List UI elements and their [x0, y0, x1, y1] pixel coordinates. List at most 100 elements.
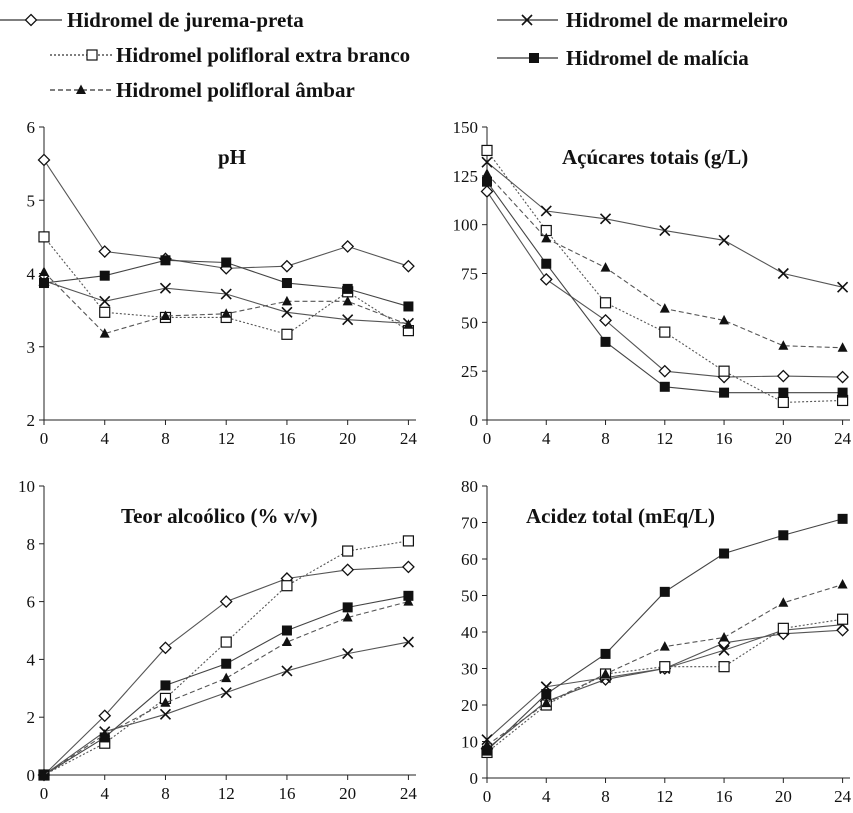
data-point-filled-triangle-marker: [541, 232, 552, 243]
series: [480, 185, 850, 384]
data-point-x-marker: [99, 295, 111, 307]
data-point-filled-triangle-marker: [837, 342, 848, 352]
x-tick-label: 16: [278, 784, 295, 803]
data-point-x-marker: [220, 288, 232, 300]
series: [39, 596, 414, 779]
data-point-filled-square-marker: [719, 548, 730, 559]
y-tick-label: 25: [461, 362, 478, 381]
x-tick-label: 4: [542, 787, 551, 806]
data-point-filled-square-marker: [837, 513, 848, 524]
y-tick-label: 2: [27, 411, 36, 430]
x-tick-label: 8: [161, 784, 170, 803]
data-point-open-square-marker: [718, 661, 730, 673]
y-tick-label: 8: [27, 535, 36, 554]
data-point-open-square-marker: [659, 326, 671, 338]
series: [37, 560, 415, 782]
x-tick-label: 24: [400, 429, 418, 448]
series: [481, 613, 849, 759]
data-point-open-square-marker: [99, 306, 111, 318]
series: [482, 176, 848, 398]
chart-title: pH: [218, 145, 246, 169]
data-point-filled-square-marker: [342, 602, 353, 613]
x-tick-label: 8: [161, 429, 170, 448]
data-point-diamond-marker: [836, 623, 850, 637]
data-point-open-square-marker: [718, 365, 730, 377]
data-point-diamond-marker: [280, 259, 294, 273]
x-tick-label: 0: [483, 429, 492, 448]
data-point-diamond-marker: [219, 595, 233, 609]
x-tick-label: 20: [339, 784, 356, 803]
legend-label: Hidromel de malícia: [566, 46, 749, 70]
data-point-filled-triangle-marker: [541, 697, 552, 708]
data-point-filled-square-marker: [482, 745, 492, 756]
data-point-filled-square-marker: [659, 381, 670, 392]
data-point-x-marker: [402, 636, 414, 648]
y-tick-label: 75: [461, 265, 478, 284]
data-point-diamond-marker: [539, 272, 553, 286]
data-point-open-square-marker: [220, 636, 232, 648]
x-tick-label: 16: [716, 429, 733, 448]
series: [482, 513, 848, 756]
x-tick-label: 20: [775, 787, 792, 806]
data-point-filled-square-marker: [281, 278, 292, 289]
data-point-filled-square-marker: [778, 530, 789, 541]
series-line: [43, 540, 409, 776]
series: [482, 579, 848, 750]
data-point-filled-square-marker: [160, 680, 171, 691]
series-line: [486, 150, 843, 403]
data-point-filled-square-marker: [719, 387, 730, 398]
series: [37, 153, 415, 275]
y-tick-label: 2: [27, 708, 36, 727]
x-tick-label: 24: [834, 429, 852, 448]
data-point-filled-square-marker: [541, 689, 552, 700]
data-point-open-square-marker: [342, 545, 354, 557]
data-point-filled-triangle-marker: [221, 672, 232, 683]
data-point-filled-triangle-marker: [342, 295, 353, 306]
series: [39, 266, 414, 338]
y-tick-label: 0: [470, 411, 479, 430]
x-tick-label: 12: [218, 429, 235, 448]
data-point-filled-square-marker: [342, 283, 353, 294]
data-point-open-square-marker: [599, 297, 612, 309]
data-point-filled-triangle-marker: [160, 697, 171, 707]
data-point-filled-square-marker: [659, 586, 670, 597]
series-line: [486, 173, 843, 349]
x-tick-label: 24: [834, 787, 852, 806]
data-point-open-square-marker: [836, 613, 849, 625]
legend-item: Hidromel de marmeleiro: [497, 8, 788, 32]
data-point-x-marker: [540, 205, 552, 217]
data-point-diamond-marker: [599, 313, 612, 327]
data-point-filled-triangle-marker: [221, 308, 232, 318]
data-point-filled-square-marker: [778, 387, 789, 398]
data-point-diamond-marker: [98, 709, 112, 723]
legend-label: Hidromel polifloral âmbar: [116, 78, 355, 102]
y-tick-label: 20: [461, 696, 478, 715]
y-tick-label: 3: [27, 338, 36, 357]
data-point-open-square-marker: [402, 535, 415, 547]
x-tick-label: 0: [40, 429, 49, 448]
data-point-filled-triangle-marker: [600, 262, 611, 272]
data-point-filled-triangle-marker: [281, 636, 292, 647]
x-tick-label: 20: [775, 429, 792, 448]
x-tick-label: 16: [716, 787, 733, 806]
series-line: [43, 601, 409, 776]
data-point-filled-triangle-marker: [778, 340, 789, 350]
series: [481, 619, 849, 746]
series-line: [43, 159, 409, 269]
legend-filled-square-marker: [529, 53, 539, 63]
ph-chart: 2 3 4 5 6 0 4 8 12 16 20 24 pH: [27, 118, 418, 448]
data-point-filled-triangle-marker: [719, 631, 730, 642]
data-point-filled-triangle-marker: [719, 314, 730, 325]
x-tick-label: 4: [100, 429, 109, 448]
y-tick-label: 6: [27, 118, 36, 137]
y-tick-label: 50: [461, 313, 478, 332]
series: [482, 168, 848, 352]
series: [38, 636, 414, 781]
x-tick-label: 0: [483, 787, 492, 806]
legend-item: Hidromel de malícia: [497, 46, 749, 70]
legend-label: Hidromel de jurema-preta: [67, 8, 304, 32]
x-tick-label: 12: [656, 787, 673, 806]
data-point-diamond-marker: [401, 259, 415, 273]
y-tick-label: 100: [453, 216, 479, 235]
